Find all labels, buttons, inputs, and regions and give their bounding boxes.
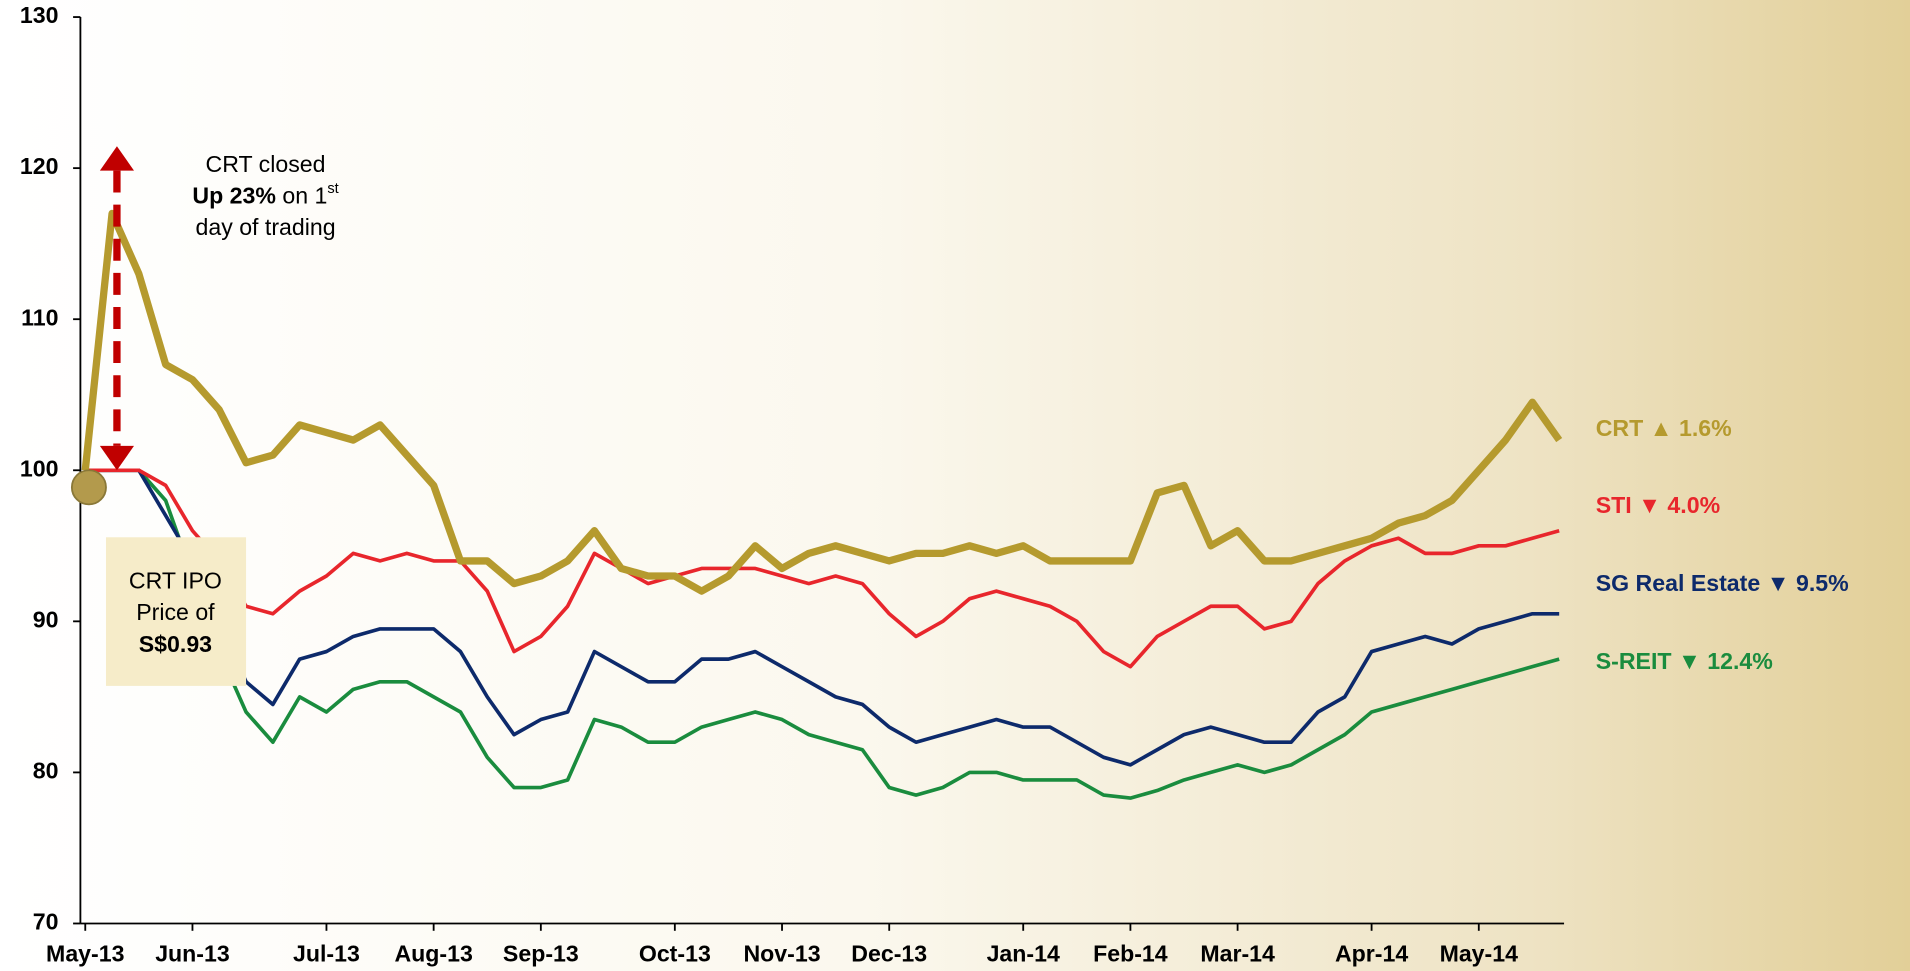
ipo-text: CRT IPO bbox=[129, 567, 222, 593]
series-label: STI ▼ 4.0% bbox=[1596, 492, 1720, 518]
x-tick-label: Jul-13 bbox=[293, 940, 360, 966]
y-tick-label: 80 bbox=[33, 758, 59, 784]
y-tick-label: 70 bbox=[33, 909, 59, 935]
y-tick-label: 130 bbox=[20, 2, 59, 28]
y-tick-label: 90 bbox=[33, 606, 59, 632]
x-tick-label: Apr-14 bbox=[1335, 940, 1408, 966]
annotation-bold: Up 23% bbox=[192, 182, 276, 208]
x-tick-label: Mar-14 bbox=[1200, 940, 1275, 966]
y-tick-label: 100 bbox=[20, 455, 59, 481]
x-tick-label: Jan-14 bbox=[987, 940, 1060, 966]
y-tick-label: 110 bbox=[21, 304, 58, 330]
x-tick-label: Dec-13 bbox=[851, 940, 927, 966]
x-tick-label: May-14 bbox=[1440, 940, 1519, 966]
x-tick-label: Sep-13 bbox=[503, 940, 579, 966]
annotation: Up 23% on 1st bbox=[192, 181, 338, 209]
ipo-text: Price of bbox=[136, 599, 215, 625]
axes: 70 80 90 100 110 120 130 May-13 Jun-13 Jul-13 Aug-… bbox=[20, 2, 1565, 966]
series-line bbox=[85, 468, 1560, 767]
arrow-head bbox=[99, 146, 134, 171]
x-tick-label: Jun-13 bbox=[155, 940, 230, 966]
ipo-text: S$0.93 bbox=[139, 631, 212, 657]
x-tick-label: Oct-13 bbox=[639, 940, 711, 966]
series-line bbox=[85, 468, 1560, 669]
arrow-head bbox=[99, 445, 134, 471]
ipo-box bbox=[105, 537, 247, 686]
series-lines bbox=[81, 209, 1563, 800]
annotation: CRT closed bbox=[206, 151, 326, 177]
series-line bbox=[81, 209, 1563, 595]
annotation-text: on 1 bbox=[276, 182, 327, 208]
annotation: day of trading bbox=[195, 214, 335, 240]
series-label: S-REIT ▼ 12.4% bbox=[1596, 648, 1773, 674]
ipo-marker bbox=[70, 469, 107, 506]
x-tick-label: Feb-14 bbox=[1093, 940, 1168, 966]
x-tick-label: May-13 bbox=[46, 940, 125, 966]
series-label: SG Real Estate ▼ 9.5% bbox=[1596, 570, 1849, 596]
annotation-sup: st bbox=[327, 181, 338, 197]
series-line bbox=[85, 468, 1560, 800]
series-label: CRT ▲ 1.6% bbox=[1596, 415, 1732, 441]
x-tick-label: Aug-13 bbox=[394, 940, 473, 966]
y-tick-label: 120 bbox=[20, 153, 59, 179]
x-tick-label: Nov-13 bbox=[743, 940, 820, 966]
